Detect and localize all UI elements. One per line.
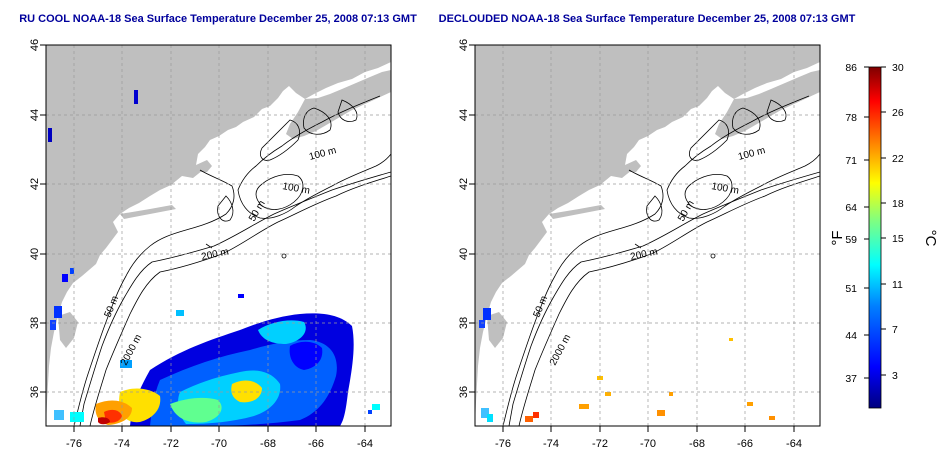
contour-label: 100 m bbox=[710, 181, 739, 197]
lat-tick-label: 36 bbox=[458, 386, 470, 398]
fahrenheit-tick-label: 51 bbox=[845, 283, 857, 295]
lon-tick-label: -72 bbox=[163, 438, 179, 450]
fahrenheit-ticks bbox=[864, 66, 869, 379]
lon-tick-label: -66 bbox=[737, 438, 753, 450]
fahrenheit-tick-label: 44 bbox=[845, 330, 857, 342]
contour-label: 100 m bbox=[281, 181, 310, 197]
lon-tick-label: -74 bbox=[114, 438, 130, 450]
fahrenheit-tick-label: 59 bbox=[845, 234, 857, 246]
celsius-tick-label: 7 bbox=[892, 324, 898, 336]
lat-tick-label: 38 bbox=[458, 317, 470, 329]
celsius-tick-label: 3 bbox=[892, 370, 898, 382]
colorbar-gradient bbox=[868, 66, 882, 409]
celsius-ticks bbox=[881, 66, 886, 376]
lon-tick-label: -66 bbox=[308, 438, 324, 450]
celsius-tick-label: 30 bbox=[892, 62, 904, 74]
lat-tick-label: 40 bbox=[29, 248, 41, 260]
lat-tick-label: 40 bbox=[458, 248, 470, 260]
right-lat-axis bbox=[469, 44, 475, 393]
right-lon-axis bbox=[502, 426, 795, 432]
lat-tick-label: 42 bbox=[458, 178, 470, 190]
lon-tick-label: -76 bbox=[495, 438, 511, 450]
left-map-content: 100 m 100 m 50 m 200 m 50 m 2000 m bbox=[46, 45, 391, 426]
celsius-unit-label: °C bbox=[922, 230, 939, 247]
right-map-title: DECLOUDED NOAA-18 Sea Surface Temperatur… bbox=[439, 13, 856, 25]
left-map-title: RU COOL NOAA-18 Sea Surface Temperature … bbox=[19, 13, 417, 25]
right-map-panel: DECLOUDED NOAA-18 Sea Surface Temperatur… bbox=[439, 13, 856, 450]
fahrenheit-tick-label: 86 bbox=[845, 62, 857, 74]
left-lat-axis bbox=[40, 44, 46, 393]
lon-tick-label: -70 bbox=[211, 438, 227, 450]
celsius-tick-label: 18 bbox=[892, 198, 904, 210]
lon-tick-label: -64 bbox=[786, 438, 802, 450]
celsius-tick-label: 15 bbox=[892, 233, 904, 245]
lon-tick-label: -70 bbox=[640, 438, 656, 450]
fahrenheit-tick-label: 71 bbox=[845, 155, 857, 167]
celsius-tick-label: 22 bbox=[892, 153, 904, 165]
left-map-panel: RU COOL NOAA-18 Sea Surface Temperature … bbox=[19, 13, 417, 450]
lat-tick-label: 44 bbox=[29, 109, 41, 121]
lat-tick-label: 42 bbox=[29, 178, 41, 190]
lat-tick-label: 46 bbox=[458, 39, 470, 51]
celsius-tick-label: 11 bbox=[892, 279, 903, 291]
lon-tick-label: -76 bbox=[66, 438, 82, 450]
fahrenheit-tick-label: 64 bbox=[845, 202, 857, 214]
fahrenheit-tick-label: 37 bbox=[845, 373, 857, 385]
lon-tick-label: -68 bbox=[260, 438, 276, 450]
left-sst-pixels bbox=[48, 90, 380, 426]
lon-tick-label: -64 bbox=[357, 438, 373, 450]
fahrenheit-unit-label: °F bbox=[829, 230, 846, 245]
celsius-tick-label: 26 bbox=[892, 107, 904, 119]
lon-tick-label: -68 bbox=[689, 438, 705, 450]
lat-tick-label: 38 bbox=[29, 317, 41, 329]
lat-tick-label: 44 bbox=[458, 109, 470, 121]
lon-tick-label: -74 bbox=[543, 438, 559, 450]
left-lon-axis bbox=[73, 426, 366, 432]
fahrenheit-tick-label: 78 bbox=[845, 112, 857, 124]
lon-tick-label: -72 bbox=[592, 438, 608, 450]
lat-tick-label: 36 bbox=[29, 386, 41, 398]
colorbar: 86 78 71 64 59 51 44 37 30 26 22 18 15 1… bbox=[829, 62, 939, 409]
lat-tick-label: 46 bbox=[29, 39, 41, 51]
